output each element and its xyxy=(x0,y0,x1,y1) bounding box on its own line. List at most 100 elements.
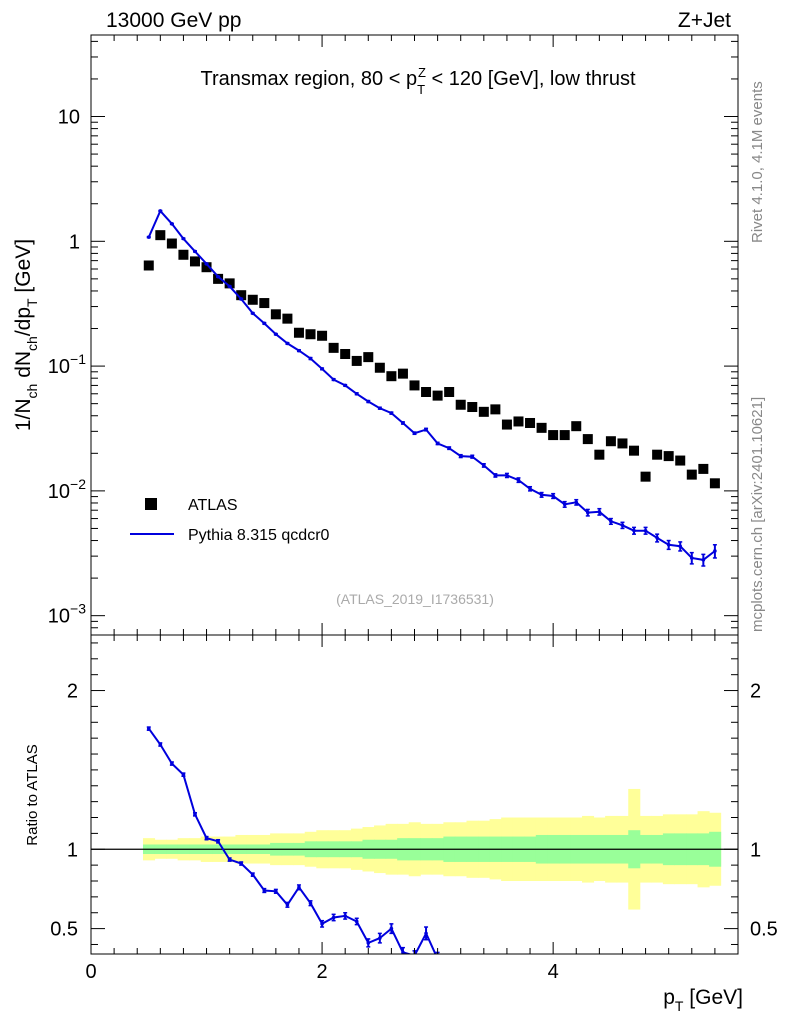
atlas-data-point xyxy=(617,438,628,449)
pythia-data-point xyxy=(297,348,301,353)
ratio-y-tick-label: 0.5 xyxy=(750,919,778,941)
pythia-data-point xyxy=(146,235,151,239)
atlas-data-point xyxy=(432,390,443,401)
atlas-data-point xyxy=(652,449,663,460)
main-plot-frame xyxy=(90,34,739,636)
atlas-data-point xyxy=(490,404,501,415)
pythia-data-point xyxy=(389,411,394,415)
atlas-data-point xyxy=(455,399,466,410)
atlas-data-point xyxy=(247,294,258,305)
atlas-data-point xyxy=(236,290,247,301)
pythia-data-point xyxy=(713,549,717,553)
x-tick-label: 0 xyxy=(85,961,96,983)
legend-atlas-marker xyxy=(145,498,157,510)
x-tick-label: 2 xyxy=(317,961,328,983)
atlas-data-point xyxy=(594,449,605,460)
legend: ATLAS Pythia 8.315 qcdcr0 xyxy=(130,497,330,544)
energy-label: 13000 GeV pp xyxy=(106,9,241,32)
atlas-data-point xyxy=(340,348,351,359)
ratio-y-tick-label: 0.5 xyxy=(50,919,78,941)
ratio-y-label: Ratio to ATLAS xyxy=(24,744,41,845)
atlas-data-point xyxy=(478,406,489,417)
pythia-data-point xyxy=(227,284,232,289)
atlas-data-point xyxy=(386,371,397,382)
pythia-data-point xyxy=(435,441,440,446)
pythia-data-point xyxy=(539,493,544,497)
pythia-data-point xyxy=(597,509,602,514)
atlas-data-point xyxy=(409,380,420,391)
atlas-data-point xyxy=(317,330,328,341)
atlas-data-point xyxy=(444,386,455,397)
atlas-data-point xyxy=(178,249,189,260)
rivet-label: Rivet 4.1.0, 4.1M events xyxy=(749,81,766,243)
ratio-y-tick-label: 1 xyxy=(750,839,761,861)
legend-atlas-label: ATLAS xyxy=(188,497,238,514)
pythia-data-point xyxy=(447,446,451,450)
atlas-data-point xyxy=(536,422,547,433)
pythia-data-point xyxy=(320,367,324,371)
pythia-data-point xyxy=(701,558,706,562)
atlas-data-point xyxy=(698,463,709,474)
pythia-data-point xyxy=(401,421,405,425)
ratio-data-point xyxy=(354,919,359,924)
pythia-data-point xyxy=(170,222,174,226)
ratio-data-point xyxy=(262,888,267,893)
pythia-data-point xyxy=(274,332,278,337)
pythia-data-point xyxy=(239,297,243,301)
pythia-data-point xyxy=(516,478,521,482)
atlas-data-point xyxy=(328,342,339,353)
plot-title: Transmax region, 80 < pTZ < 120 [GeV], l… xyxy=(200,65,635,97)
atlas-data-point xyxy=(582,434,593,445)
ratio-plot-frame xyxy=(90,634,739,955)
atlas-data-point xyxy=(259,298,270,309)
pythia-data-point xyxy=(586,510,590,515)
pythia-data-point xyxy=(562,502,567,507)
y-tick-label: 10−3 xyxy=(48,601,86,628)
atlas-data-point xyxy=(709,478,720,489)
ratio-data-point xyxy=(366,941,371,945)
ratio-data-point xyxy=(389,926,394,931)
atlas-data-point xyxy=(571,421,582,432)
atlas-data-point xyxy=(166,238,177,249)
ratio-data-point xyxy=(320,922,324,926)
pythia-data-point xyxy=(632,528,636,533)
ratio-data-point xyxy=(401,950,405,954)
pythia-data-point xyxy=(424,427,428,432)
pythia-data-point xyxy=(204,262,209,266)
pythia-data-point xyxy=(482,463,486,468)
ratio-data-point xyxy=(239,861,243,866)
ratio-data-point xyxy=(378,936,382,940)
ratio-data-point xyxy=(181,772,186,777)
pythia-data-point xyxy=(308,356,313,361)
ratio-plot-panel: 0.5 0.5 1 1 2 2 0 2 4 Ratio to ATLAS pT [GeV] xyxy=(24,634,778,1014)
pythia-data-point xyxy=(343,383,347,388)
atlas-data-point xyxy=(559,430,570,441)
ratio-data-point xyxy=(331,915,336,920)
pythia-data-point xyxy=(609,519,613,524)
ratio-data-point xyxy=(285,903,290,907)
atlas-data-point xyxy=(525,417,536,428)
atlas-data-point xyxy=(213,273,224,284)
process-label: Z+Jet xyxy=(678,9,731,32)
pythia-data-point xyxy=(158,209,163,213)
atlas-data-point xyxy=(501,419,512,430)
ratio-data-point xyxy=(227,857,232,862)
pythia-data-point xyxy=(193,249,197,254)
pythia-data-point xyxy=(366,399,371,404)
ratio-data-point xyxy=(308,901,313,906)
pythia-data-point xyxy=(551,494,555,498)
pythia-data-point xyxy=(378,406,382,410)
atlas-data-point xyxy=(155,230,166,241)
ratio-data-point xyxy=(146,726,151,731)
y-tick-label: 1 xyxy=(69,231,80,253)
atlas-data-point xyxy=(675,455,686,466)
pythia-data-point xyxy=(643,528,648,533)
ratio-data-point xyxy=(343,914,347,918)
ratio-data-point xyxy=(193,812,197,817)
atlas-data-point xyxy=(467,402,478,413)
atlas-data-point xyxy=(374,362,385,373)
y-tick-label: 10−2 xyxy=(48,476,86,503)
pythia-data-point xyxy=(285,341,290,346)
pythia-data-point xyxy=(666,542,671,547)
atlas-data-point xyxy=(201,262,212,273)
